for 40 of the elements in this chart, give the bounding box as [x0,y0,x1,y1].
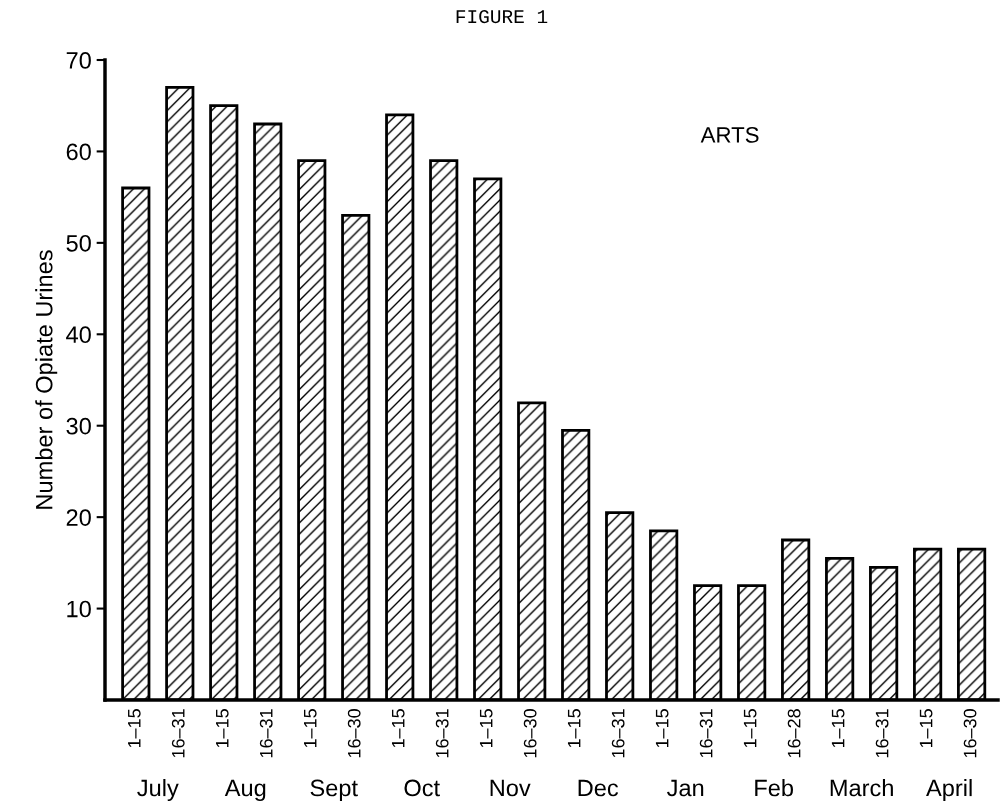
x-tick-label: 16–28 [787,709,801,758]
x-tick-label: 16–30 [523,709,537,758]
text: Aug [224,779,266,802]
text: Dec [578,779,619,797]
annotation: ARTS [700,127,759,143]
x-tick-label: 16–31 [259,709,273,758]
chart-title: FIGURE 1 [456,10,548,24]
x-tick-label: 1–15 [304,709,317,748]
x-tick-label: 16–30 [963,709,977,758]
x-tick-label: 1–15 [655,709,669,748]
y-tick-label: 30 [66,417,91,435]
text: Jan [667,779,704,797]
x-tick-label: 16–31 [611,709,625,758]
text: Sept [310,779,358,802]
x-tick-label: 1–15 [216,709,229,748]
y-axis-title: Number of Opiate Urines [35,250,58,509]
x-tick-label: 16–31 [699,709,713,758]
x-tick-label: 1–15 [831,709,845,748]
x-tick-label: 16–30 [347,709,361,758]
x-tick-label: 1–15 [743,709,757,748]
y-tick-label: 10 [67,600,91,618]
y-tick-label: 40 [66,326,91,344]
x-tick-label: 1–15 [128,709,141,748]
text: March [830,779,893,797]
y-tick-label: 20 [66,509,91,526]
x-tick-label: 16–31 [435,709,449,758]
y-tick-label: 50 [66,234,91,252]
y-tick-label: 60 [66,143,91,161]
text: Feb [755,779,793,797]
x-tick-label: 16–31 [875,709,889,758]
x-tick-label: 1–15 [479,709,493,748]
text: Nov [490,779,531,797]
x-tick-label: 1–15 [919,709,933,748]
y-tick-label: 70 [66,52,91,69]
x-tick-label: 1–15 [567,709,581,748]
x-tick-label: 16–31 [171,709,185,758]
x-tick-label: 1–15 [391,709,405,748]
text: July [137,779,179,802]
text: Oct [404,779,440,797]
text: April [926,779,972,802]
